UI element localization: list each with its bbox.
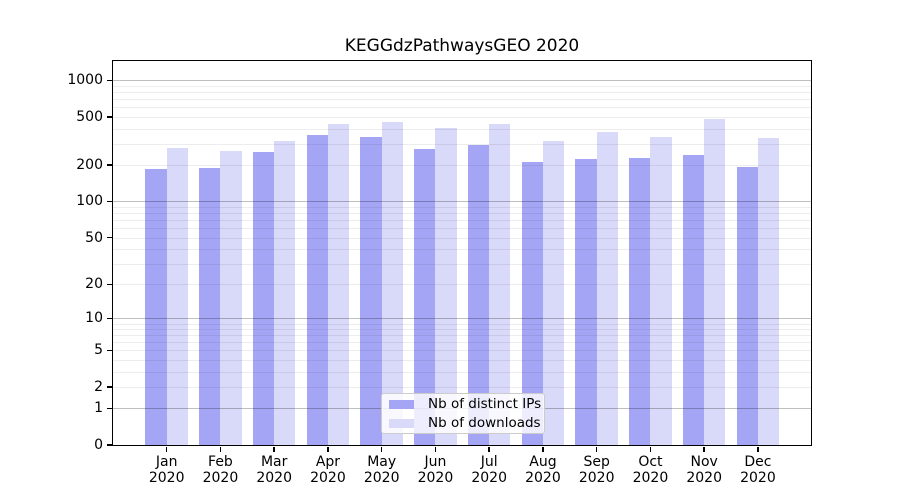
- bar-distinct-ips-nov: [682, 155, 705, 445]
- bar-distinct-ips-jul: [467, 144, 490, 445]
- x-tick-label: Apr 2020: [310, 454, 346, 486]
- bar-distinct-ips-dec: [736, 166, 758, 445]
- bar-downloads-nov: [704, 119, 726, 445]
- y-tick-mark: [106, 236, 112, 239]
- y-tick-mark: [106, 386, 112, 388]
- y-tick-mark: [106, 317, 112, 320]
- y-tick-label: 1: [94, 400, 103, 417]
- y-tick-label: 0: [94, 437, 103, 453]
- y-tick-mark: [106, 349, 112, 352]
- bar-distinct-ips-feb: [199, 167, 221, 445]
- bar-distinct-ips-aug: [521, 162, 543, 445]
- y-tick-mark: [106, 200, 112, 203]
- y-tick-label: 100: [76, 193, 103, 210]
- x-tick-label: Jun 2020: [417, 454, 454, 486]
- bar-distinct-ips-apr: [306, 134, 328, 445]
- y-tick-mark: [106, 407, 112, 410]
- x-tick-label: Sep 2020: [578, 454, 615, 486]
- gridline-minor: [113, 116, 811, 118]
- y-tick-mark: [106, 79, 112, 82]
- plot-area: [113, 61, 811, 445]
- x-tick-mark: [757, 446, 759, 452]
- y-tick-mark: [106, 444, 112, 446]
- x-tick-label: Aug 2020: [525, 454, 561, 486]
- x-tick-mark: [327, 446, 329, 452]
- x-tick-label: Jul 2020: [471, 454, 507, 486]
- y-tick-label: 1000: [67, 72, 103, 89]
- bar-distinct-ips-jan: [145, 169, 167, 445]
- bar-distinct-ips-sep: [575, 158, 597, 445]
- x-tick-mark: [595, 446, 598, 452]
- x-tick-label: Mar 2020: [256, 454, 292, 486]
- legend-item-downloads: Nb of downloads: [389, 415, 541, 431]
- bar-downloads-dec: [757, 137, 780, 445]
- y-tick-label: 50: [85, 229, 103, 246]
- x-tick-label: Jan 2020: [148, 454, 185, 486]
- bar-downloads-mar: [274, 141, 296, 445]
- x-tick-mark: [434, 446, 437, 452]
- y-tick-mark: [106, 164, 112, 166]
- y-tick-label: 2: [94, 379, 103, 396]
- bar-downloads-oct: [650, 136, 672, 445]
- x-tick-mark: [703, 446, 705, 452]
- x-tick-label: Dec 2020: [740, 454, 776, 486]
- bar-downloads-apr: [327, 124, 350, 445]
- y-tick-label: 200: [76, 157, 103, 174]
- y-tick-label: 500: [76, 108, 103, 125]
- legend-swatch-downloads: [389, 418, 414, 428]
- y-tick-mark: [106, 283, 112, 286]
- bar-downloads-aug: [542, 140, 565, 445]
- x-tick-label: Nov 2020: [686, 454, 722, 486]
- chart-title: KEGGdzPathwaysGEO 2020: [344, 36, 580, 56]
- gridline-minor: [113, 92, 811, 94]
- x-tick-label: Feb 2020: [202, 454, 239, 486]
- y-tick-label: 20: [85, 276, 103, 293]
- bar-distinct-ips-jun: [414, 149, 436, 445]
- bar-downloads-feb: [220, 150, 242, 445]
- y-tick-mark: [106, 116, 112, 118]
- bar-downloads-jan: [166, 148, 188, 445]
- legend: Nb of distinct IPs Nb of downloads: [381, 393, 545, 434]
- bar-distinct-ips-oct: [629, 157, 651, 445]
- legend-item-distinct-ips: Nb of distinct IPs: [389, 396, 541, 412]
- x-tick-label: Oct 2020: [632, 454, 669, 486]
- x-tick-mark: [488, 446, 490, 452]
- gridline-minor: [113, 86, 811, 87]
- x-tick-mark: [649, 446, 652, 452]
- legend-label-distinct-ips: Nb of distinct IPs: [428, 396, 542, 412]
- bar-downloads-may: [381, 122, 403, 445]
- gridline-minor: [113, 107, 811, 109]
- bar-downloads-jul: [489, 123, 511, 445]
- bar-distinct-ips-mar: [252, 151, 275, 445]
- x-tick-mark: [273, 446, 275, 452]
- y-tick-label: 10: [85, 310, 103, 327]
- bar-distinct-ips-may: [360, 137, 382, 445]
- bar-downloads-sep: [596, 131, 618, 445]
- x-tick-mark: [542, 446, 544, 452]
- legend-swatch-distinct-ips: [389, 399, 414, 409]
- gridline-major: [113, 80, 811, 82]
- x-tick-mark: [380, 446, 383, 452]
- y-tick-label: 5: [94, 342, 103, 359]
- x-tick-label: May 2020: [363, 454, 400, 486]
- bar-downloads-jun: [435, 128, 457, 445]
- x-tick-mark: [219, 446, 222, 452]
- gridline-minor: [113, 99, 811, 101]
- x-tick-mark: [165, 446, 168, 452]
- legend-label-downloads: Nb of downloads: [428, 415, 541, 431]
